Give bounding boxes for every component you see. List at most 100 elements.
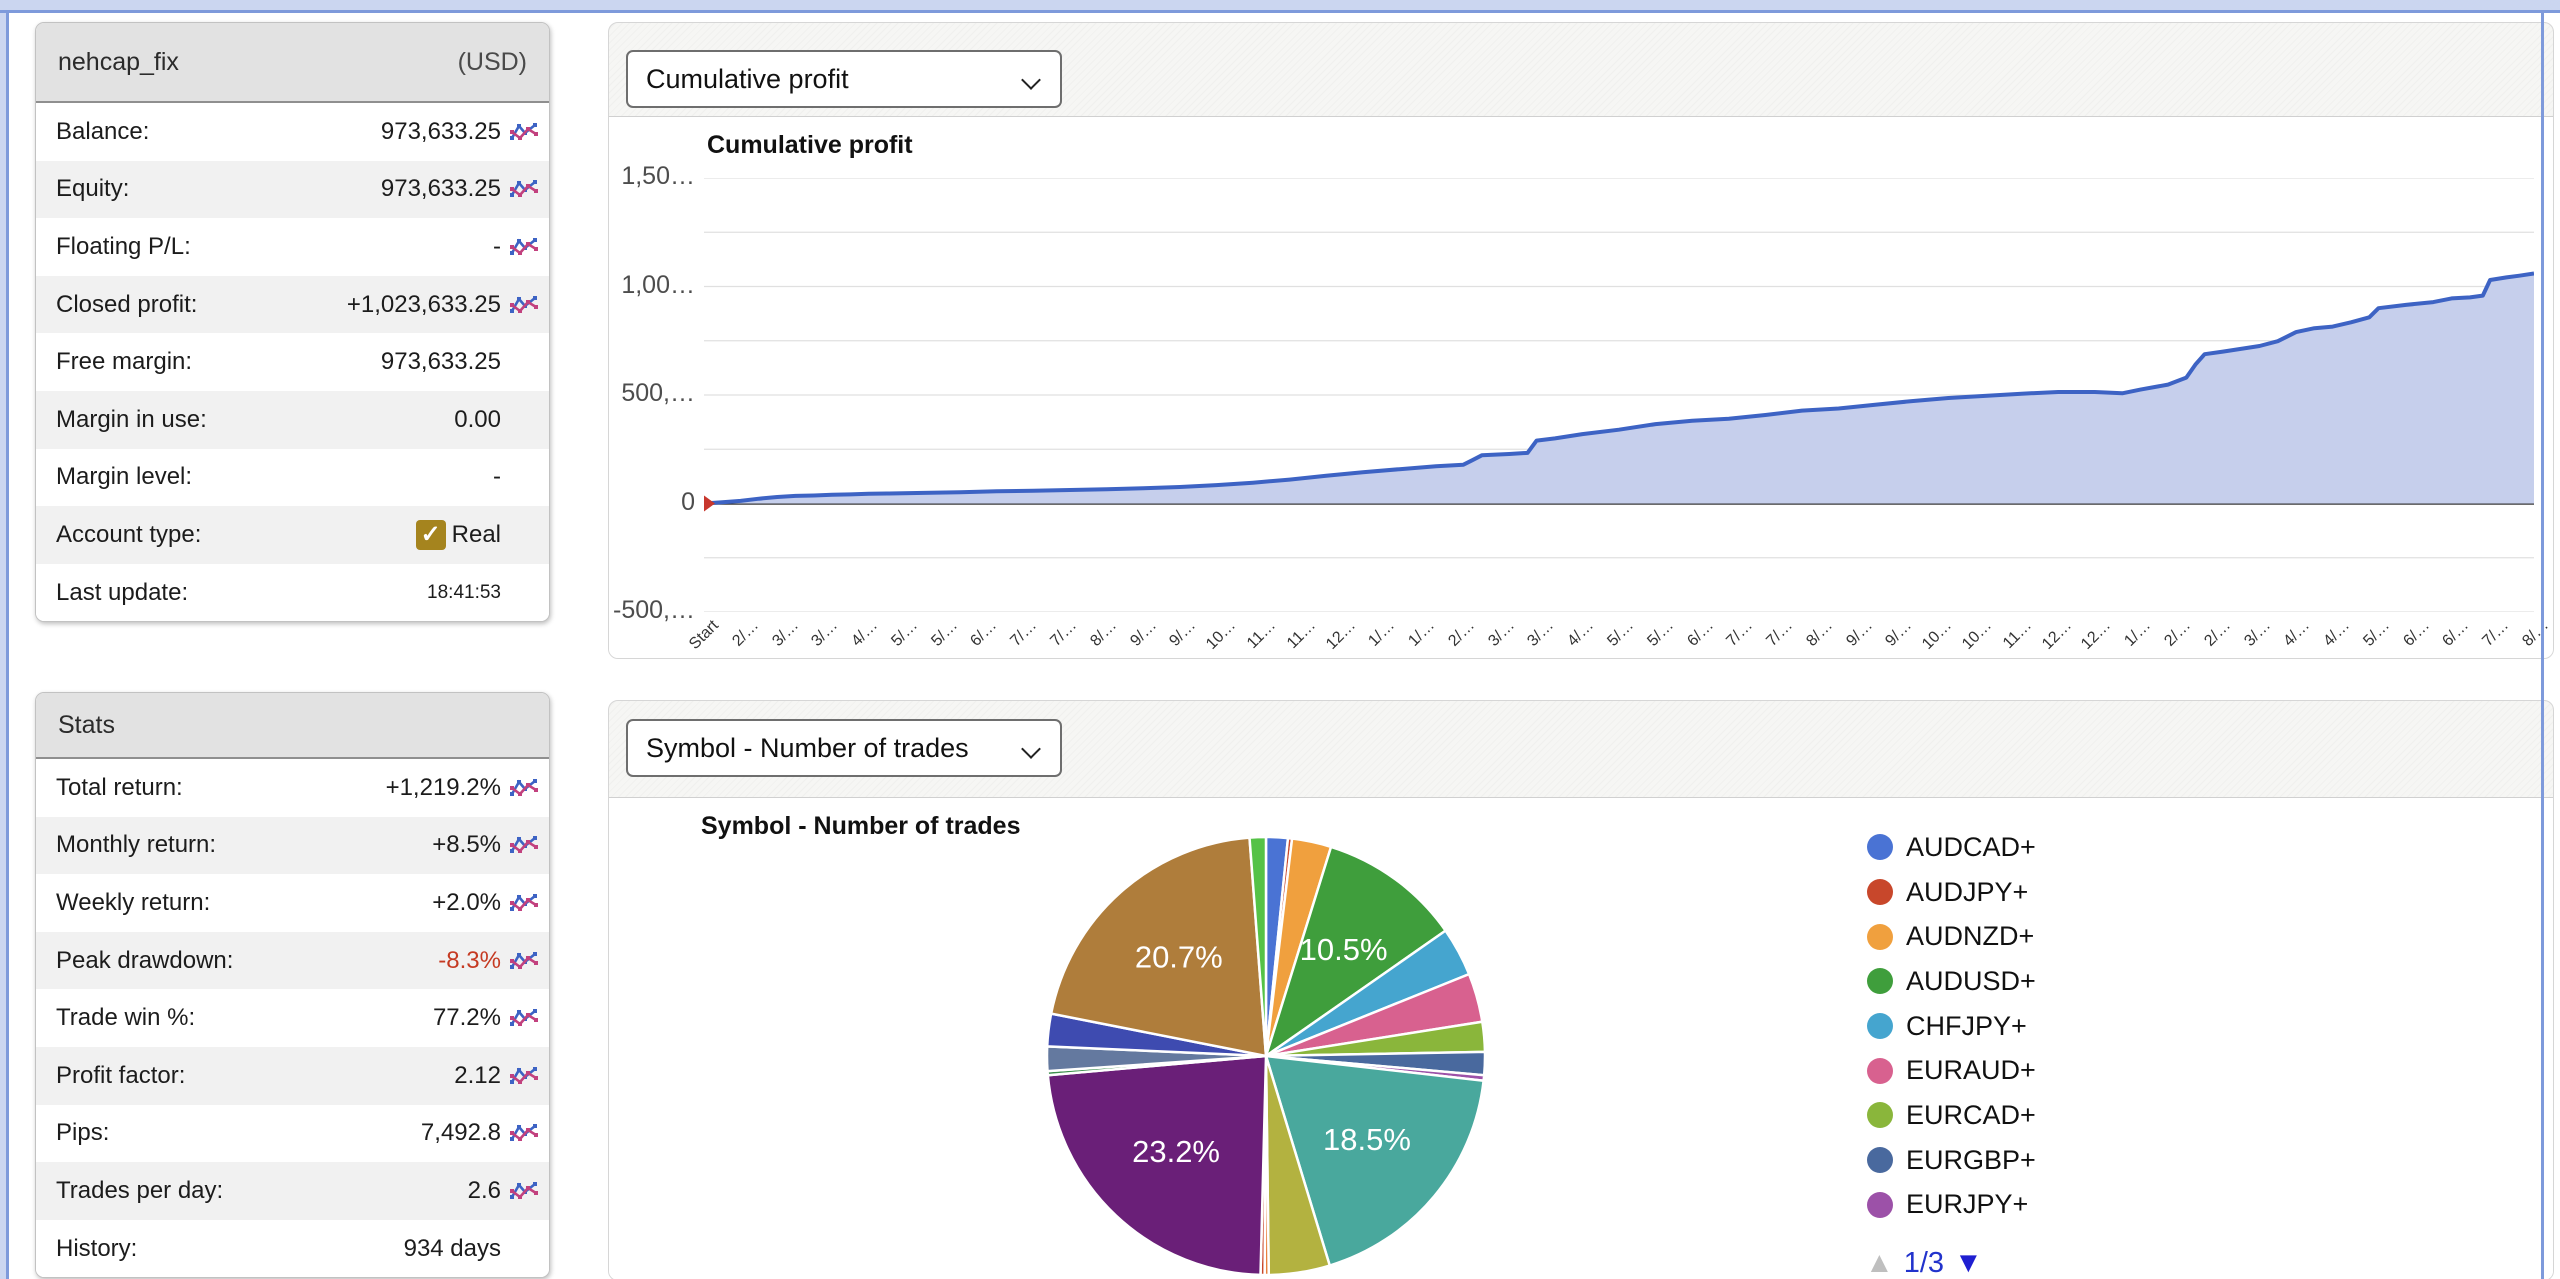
pie-slice[interactable]: [1046, 1054, 1268, 1277]
legend-item: EURJPY+: [1867, 1183, 2036, 1228]
account-info-panel: nehcap_fix (USD) Balance: 973,633.25 Equit…: [35, 22, 550, 623]
x-axis-tick-label: 4/…: [848, 617, 882, 650]
row-label: Margin in use:: [56, 405, 207, 433]
account-panel-header: nehcap_fix (USD): [36, 23, 549, 103]
chevron-down-icon: [1022, 738, 1042, 758]
row-value: 0.00: [454, 405, 501, 433]
view-history-chart-icon[interactable]: [509, 236, 539, 258]
x-axis-tick-label: 9/…: [1126, 617, 1160, 650]
pie-chart-type-dropdown[interactable]: Symbol - Number of trades: [626, 719, 1062, 777]
stats-rows: Total return: +1,219.2% Monthly return: +8.…: [36, 759, 549, 1278]
view-history-chart-icon[interactable]: [509, 777, 539, 799]
legend-item: AUDJPY+: [1867, 870, 2036, 915]
row-value: +1,023,633.25: [346, 290, 501, 318]
cumulative-profit-plot: [704, 178, 2534, 612]
row-icon-slot: [501, 333, 539, 391]
row-icon-slot: [501, 391, 539, 449]
x-axis-tick-label: 7/…: [1763, 617, 1797, 650]
row-value: 2.12: [454, 1061, 501, 1089]
legend-color-dot: [1867, 1102, 1893, 1129]
page-top-border-line: [0, 10, 2560, 13]
legend-next-icon[interactable]: ▼: [1954, 1247, 1983, 1279]
legend-prev-icon[interactable]: ▲: [1865, 1247, 1894, 1279]
row-label: Trade win %:: [56, 1004, 196, 1032]
table-row: Pips: 7,492.8: [36, 1104, 549, 1163]
row-value: 973,633.25: [380, 117, 501, 145]
row-icon-slot: [501, 449, 539, 507]
pie-slice-percentage: 20.7%: [1135, 940, 1223, 975]
table-row: Floating P/L: -: [36, 218, 549, 276]
row-value: 973,633.25: [380, 348, 501, 376]
x-axis-tick-label: 9/…: [1882, 617, 1916, 650]
legend-symbol-label: AUDJPY+: [1906, 876, 2029, 907]
page-left-border-line: [6, 0, 9, 1279]
table-row: Trade win %: 77.2%: [36, 989, 549, 1047]
profit-chart-type-value: Cumulative profit: [646, 63, 849, 94]
x-axis-tick-label: 10…: [1919, 617, 1956, 653]
pie-chart: 10.5% 18.5% 23.2% 20.7%: [1045, 835, 1487, 1277]
table-row: Margin in use: 0.00: [36, 390, 549, 449]
x-axis-tick-label: 6/…: [1683, 617, 1717, 650]
pie-slice[interactable]: [1049, 836, 1268, 1058]
row-icon-slot: [501, 276, 539, 334]
view-history-chart-icon[interactable]: [509, 294, 539, 316]
row-label: Equity:: [56, 175, 130, 203]
legend-symbol-label: AUDNZD+: [1906, 921, 2035, 952]
x-axis-tick-label: 5/…: [888, 617, 921, 650]
pie-slice-percentage: 23.2%: [1132, 1134, 1220, 1169]
row-icon-slot: [501, 1047, 539, 1105]
table-row: Total return: +1,219.2%: [36, 759, 549, 817]
row-label: Margin level:: [56, 463, 193, 491]
x-axis-tick-label: 9/…: [1842, 617, 1876, 650]
pie-slice-audusd+[interactable]: [1263, 845, 1448, 1060]
row-label: History:: [56, 1234, 138, 1262]
x-axis-tick-label: 9/…: [1166, 617, 1200, 650]
legend-color-dot: [1867, 1013, 1893, 1040]
x-axis-tick-label: 5/…: [927, 617, 961, 650]
table-row: Monthly return: +8.5%: [36, 816, 549, 875]
x-axis-tick-label: 3/…: [768, 617, 802, 650]
view-history-chart-icon[interactable]: [509, 1180, 539, 1202]
legend-symbol-label: CHFJPY+: [1906, 1010, 2027, 1041]
row-icon-slot: [501, 1105, 539, 1163]
legend-color-dot: [1867, 968, 1893, 995]
row-label: Last update:: [56, 578, 189, 606]
row-value: 2.6: [467, 1176, 501, 1204]
view-history-chart-icon[interactable]: [509, 1122, 539, 1144]
y-axis-tick-label: -500,…: [613, 596, 695, 624]
legend-item: AUDUSD+: [1867, 959, 2036, 1004]
row-value: +2.0%: [432, 888, 501, 916]
account-rows: Balance: 973,633.25 Equity: 973,633.25 Float…: [36, 103, 549, 622]
y-axis-tick-label: 1,50…: [621, 162, 695, 190]
y-axis-tick-label: 0: [681, 487, 695, 516]
pie-slice[interactable]: [1264, 1054, 1485, 1268]
row-label: Account type:: [56, 520, 202, 548]
legend-item: AUDCAD+: [1867, 825, 2036, 870]
cumulative-profit-card: Cumulative profit Cumulative profit 1,50…: [608, 22, 2554, 659]
row-label: Total return:: [56, 773, 183, 801]
x-axis-tick-label: 12…: [2038, 617, 2075, 653]
table-row: Last update: 18:41:53: [36, 563, 549, 622]
profit-chart-type-dropdown[interactable]: Cumulative profit: [626, 50, 1062, 108]
row-label: Weekly return:: [56, 888, 211, 916]
x-axis-tick-label: 8/…: [1803, 617, 1836, 650]
stats-panel-header: Stats: [36, 693, 549, 759]
x-axis-tick-label: 11…: [1243, 617, 1279, 653]
view-history-chart-icon[interactable]: [509, 1065, 539, 1087]
row-value: 7,492.8: [420, 1119, 501, 1147]
x-axis-tick-label: 7/…: [1723, 617, 1757, 650]
view-history-chart-icon[interactable]: [509, 1007, 539, 1029]
real-account-checkbox[interactable]: ✓: [415, 519, 446, 550]
x-axis-tick-label: 1/…: [1405, 617, 1439, 650]
x-axis-tick-label: 11…: [1283, 617, 1319, 653]
view-history-chart-icon[interactable]: [509, 121, 539, 143]
view-history-chart-icon[interactable]: [509, 178, 539, 200]
x-axis-tick-label: 10…: [1959, 617, 1996, 653]
x-axis-tick-label: 2/…: [1445, 617, 1478, 650]
view-history-chart-icon[interactable]: [509, 950, 539, 972]
view-history-chart-icon[interactable]: [509, 892, 539, 914]
view-history-chart-icon[interactable]: [509, 834, 539, 856]
row-value: -8.3%: [438, 946, 501, 974]
pie-slice[interactable]: [1248, 835, 1268, 1057]
